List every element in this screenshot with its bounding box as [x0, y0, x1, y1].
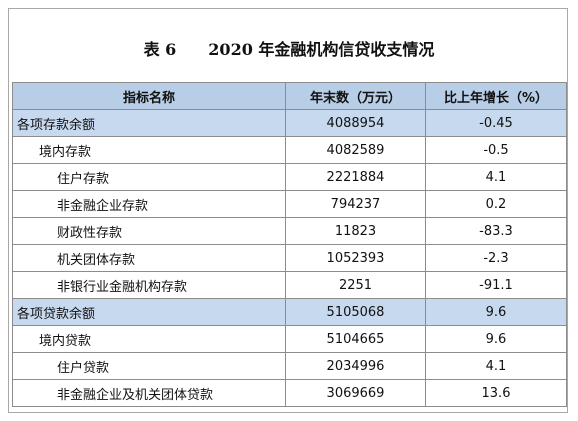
cell-value: 5105068 [285, 298, 426, 326]
row-label: 财政性存款 [12, 217, 286, 245]
cell-value: 9.6 [425, 325, 567, 353]
cell-value: 4.1 [425, 163, 567, 191]
cell-value: 13.6 [425, 379, 567, 407]
row-label: 机关团体存款 [12, 244, 286, 272]
table-row: 各项贷款余额 5105068 9.6 [12, 298, 567, 326]
cell-value: 1052393 [285, 244, 426, 272]
table-row: 非金融企业及机关团体贷款 3069669 13.6 [12, 379, 567, 407]
row-label: 非金融企业及机关团体贷款 [12, 379, 286, 407]
row-label: 非金融企业存款 [12, 190, 286, 218]
table-row: 非银行业金融机构存款 2251 -91.1 [12, 271, 567, 299]
cell-value: 794237 [285, 190, 426, 218]
table-row: 住户贷款 2034996 4.1 [12, 352, 567, 380]
table-row: 非金融企业存款 794237 0.2 [12, 190, 567, 218]
cell-value: 2251 [285, 271, 426, 299]
cell-value: -91.1 [425, 271, 567, 299]
table-row: 财政性存款 11823 -83.3 [12, 217, 567, 245]
cell-value: 5104665 [285, 325, 426, 353]
data-table: 指标名称 年末数（万元） 比上年增长（%） 各项存款余额 4088954 -0.45… [12, 82, 567, 407]
cell-value: 4088954 [285, 109, 426, 137]
cell-value: -2.3 [425, 244, 567, 272]
row-label: 住户贷款 [12, 352, 286, 380]
table-row: 住户存款 2221884 4.1 [12, 163, 567, 191]
table-row: 机关团体存款 1052393 -2.3 [12, 244, 567, 272]
cell-value: 11823 [285, 217, 426, 245]
cell-value: 2034996 [285, 352, 426, 380]
table-row: 境内贷款 5104665 9.6 [12, 325, 567, 353]
cell-value: 3069669 [285, 379, 426, 407]
cell-value: 2221884 [285, 163, 426, 191]
cell-value: 4082589 [285, 136, 426, 164]
row-label: 住户存款 [12, 163, 286, 191]
cell-value: 4.1 [425, 352, 567, 380]
column-header: 比上年增长（%） [425, 82, 567, 110]
table-title: 表 6 2020 年金融机构信贷收支情况 [143, 40, 435, 59]
row-label: 各项贷款余额 [12, 298, 286, 326]
table-row: 各项存款余额 4088954 -0.45 [12, 109, 567, 137]
frame [8, 8, 568, 413]
column-header: 指标名称 [12, 82, 286, 110]
column-header: 年末数（万元） [285, 82, 426, 110]
cell-value: 9.6 [425, 298, 567, 326]
header-row: 指标名称 年末数（万元） 比上年增长（%） [12, 82, 567, 110]
row-label: 非银行业金融机构存款 [12, 271, 286, 299]
row-label: 各项存款余额 [12, 109, 286, 137]
table-row: 境内存款 4082589 -0.5 [12, 136, 567, 164]
row-label: 境内贷款 [12, 325, 286, 353]
cell-value: -0.5 [425, 136, 567, 164]
row-label: 境内存款 [12, 136, 286, 164]
cell-value: -0.45 [425, 109, 567, 137]
cell-value: 0.2 [425, 190, 567, 218]
cell-value: -83.3 [425, 217, 567, 245]
